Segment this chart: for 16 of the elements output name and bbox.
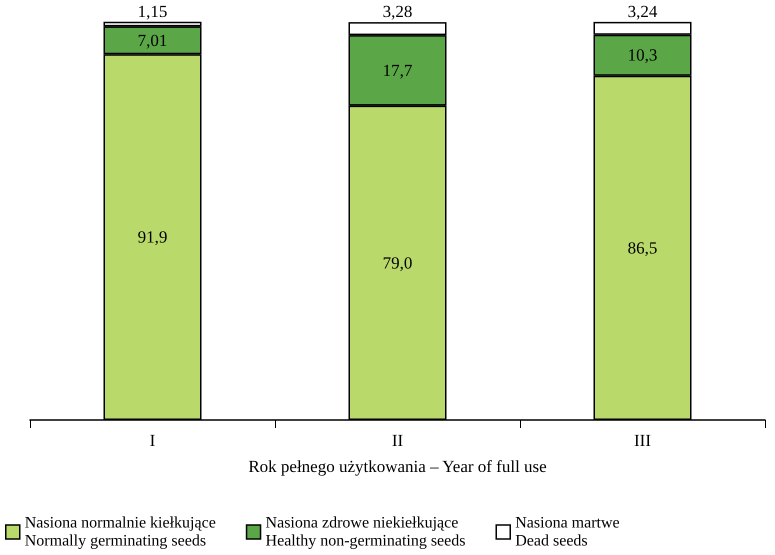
data-label: 86,5 (628, 238, 658, 258)
legend-label: Nasiona zdrowe niekiełkujące Healthy non-germinating seeds (266, 514, 466, 550)
legend-label: Nasiona normalnie kiełkujące Normally germinating seeds (24, 514, 216, 550)
data-label: 79,0 (382, 253, 412, 272)
data-label: 17,7 (382, 60, 413, 80)
x-axis-title: Rok pełnego użytkowania – Year of full use (248, 457, 547, 476)
data-label: 10,3 (628, 46, 658, 65)
legend-label: Nasiona martwe Dead seeds (515, 514, 620, 550)
data-label: 3,24 (628, 2, 658, 21)
data-label: 3,28 (382, 2, 412, 22)
x-tick-label: II (392, 431, 404, 450)
data-label: 1,15 (138, 2, 168, 21)
x-tick-label: III (634, 431, 652, 450)
x-tick-label: I (150, 431, 156, 450)
data-label: 7,01 (138, 30, 168, 50)
data-label: 91,9 (138, 228, 168, 247)
